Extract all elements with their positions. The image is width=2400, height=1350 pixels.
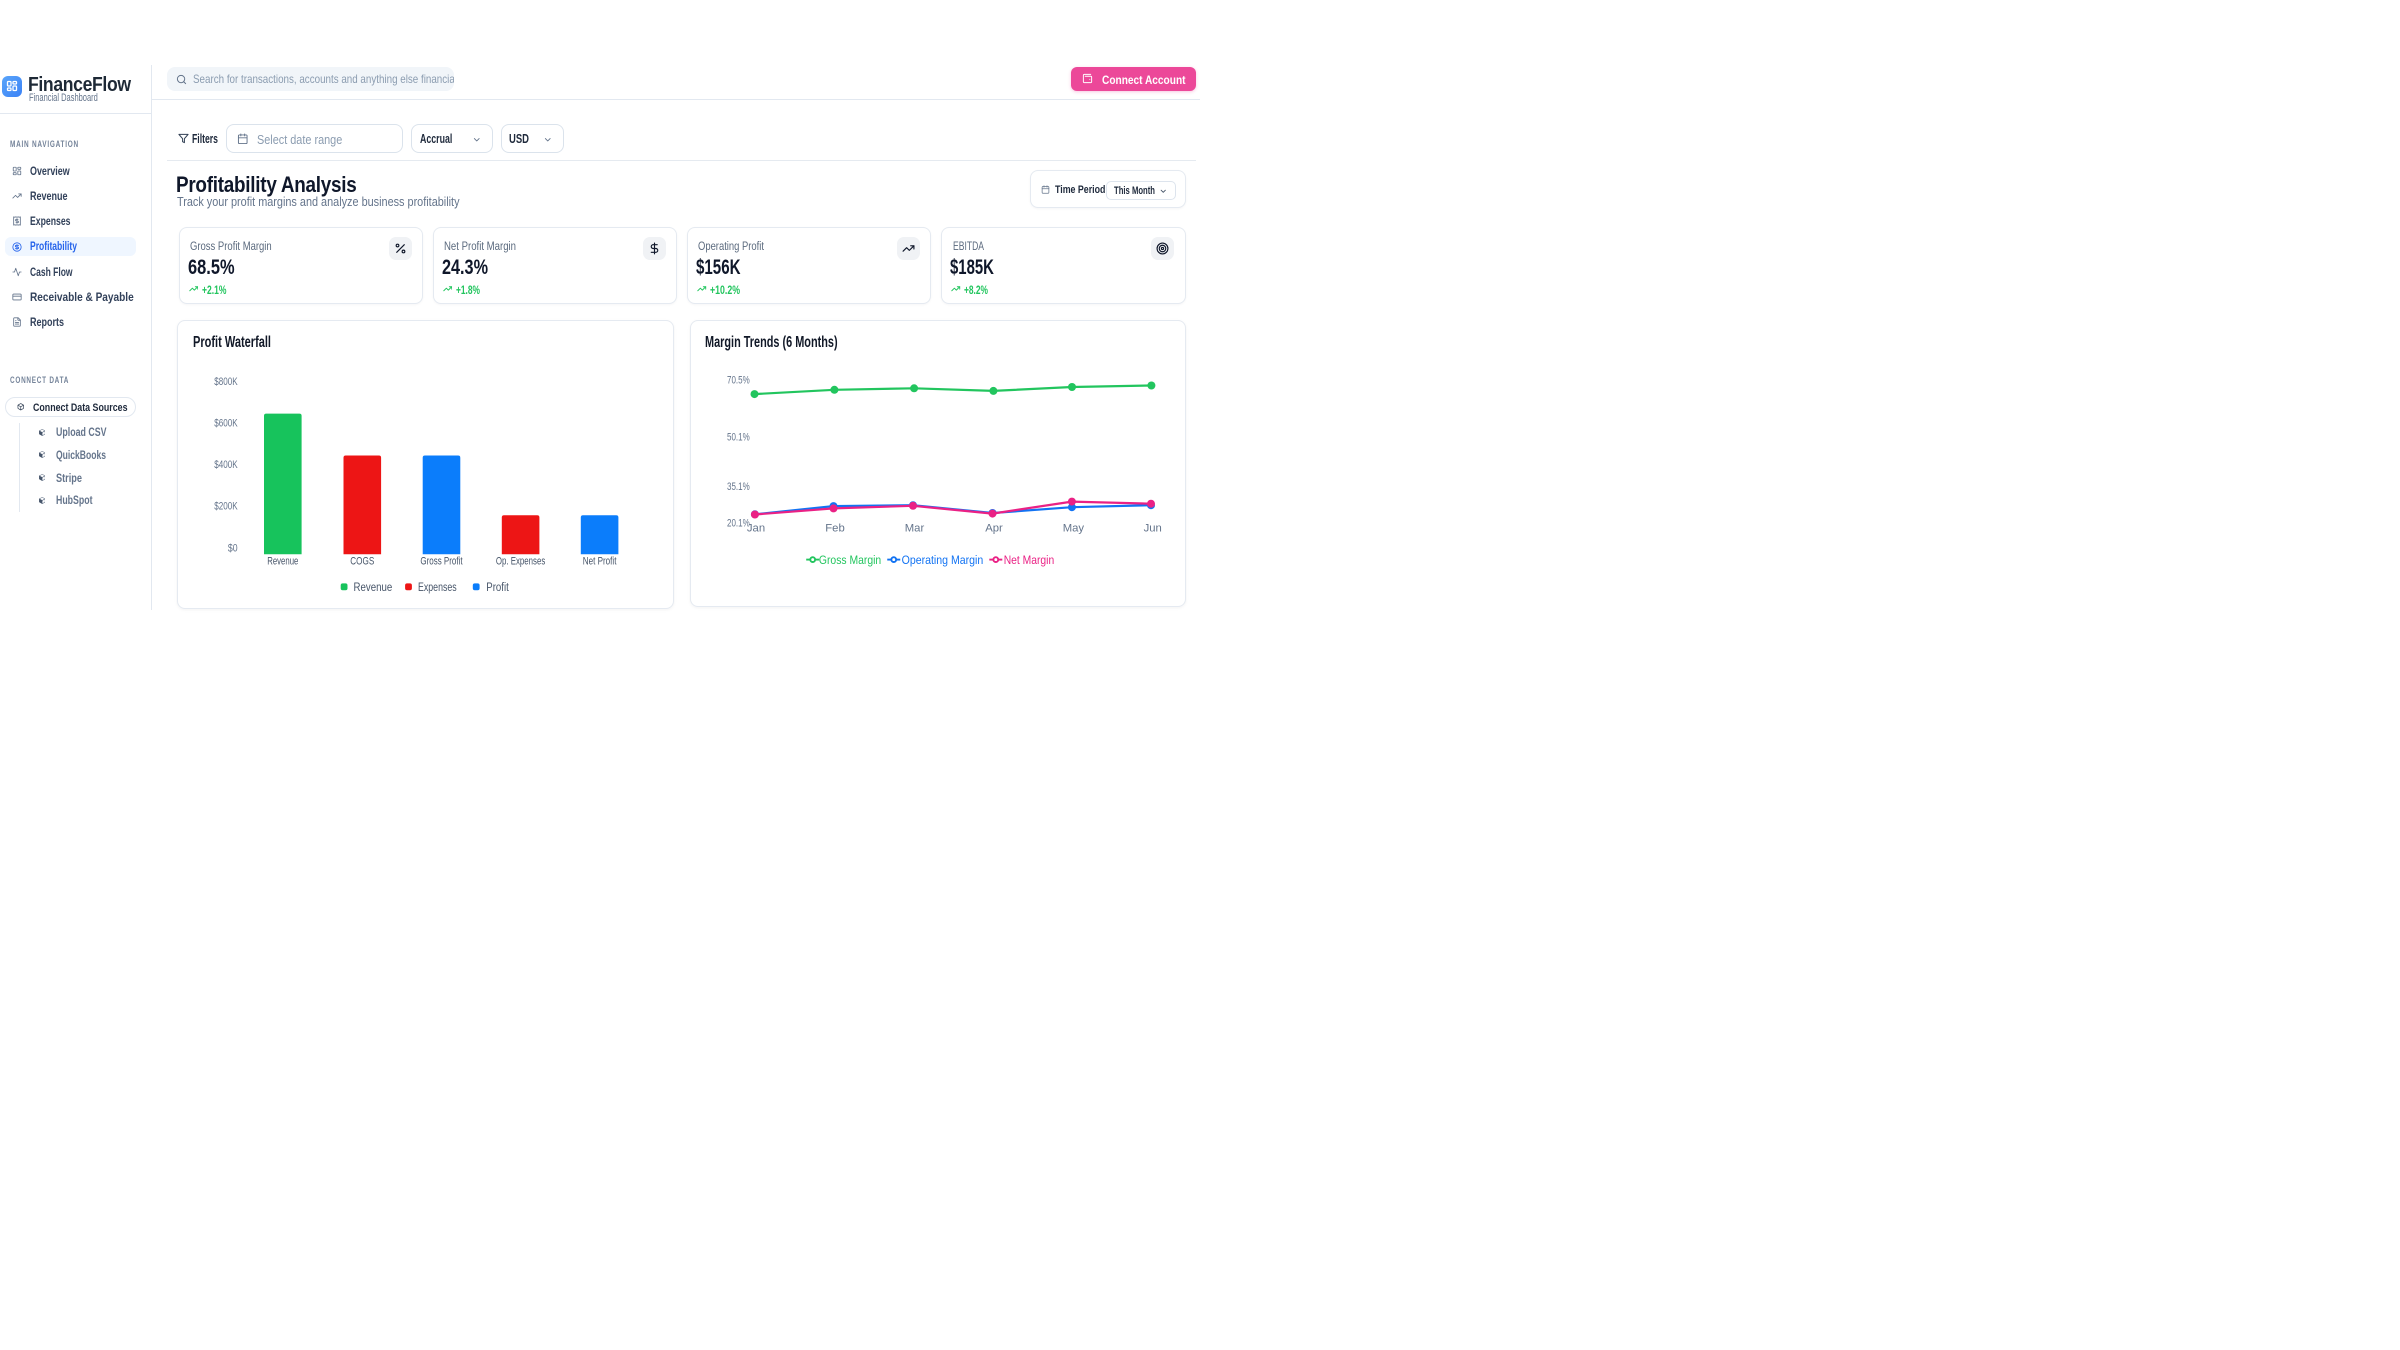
svg-text:70.5%: 70.5%	[727, 374, 750, 386]
svg-text:35.1%: 35.1%	[727, 481, 750, 493]
svg-text:Expenses: Expenses	[418, 580, 457, 594]
svg-text:Mar: Mar	[905, 522, 925, 534]
svg-text:Gross Margin: Gross Margin	[819, 553, 881, 567]
svg-text:Operating Margin: Operating Margin	[902, 553, 984, 567]
svg-text:COGS: COGS	[350, 555, 374, 567]
svg-text:$800K: $800K	[214, 376, 238, 388]
svg-text:20.1%: 20.1%	[727, 518, 750, 530]
svg-text:Profit: Profit	[486, 580, 509, 594]
svg-text:Gross Profit: Gross Profit	[420, 555, 463, 567]
svg-text:50.1%: 50.1%	[727, 432, 750, 444]
svg-text:Op. Expenses: Op. Expenses	[496, 555, 546, 567]
svg-text:$0: $0	[228, 542, 238, 554]
svg-text:Jun: Jun	[1144, 522, 1162, 534]
svg-text:$400K: $400K	[214, 459, 238, 471]
svg-text:Net Margin: Net Margin	[1004, 553, 1055, 567]
svg-text:Revenue: Revenue	[267, 555, 298, 567]
svg-text:Revenue: Revenue	[353, 580, 392, 594]
svg-text:$200K: $200K	[214, 500, 238, 512]
svg-text:$600K: $600K	[214, 417, 238, 429]
svg-text:Feb: Feb	[825, 522, 844, 534]
svg-text:Net Profit: Net Profit	[582, 555, 616, 567]
svg-text:Jan: Jan	[747, 522, 765, 534]
svg-text:May: May	[1063, 522, 1085, 534]
svg-text:Apr: Apr	[985, 522, 1003, 534]
